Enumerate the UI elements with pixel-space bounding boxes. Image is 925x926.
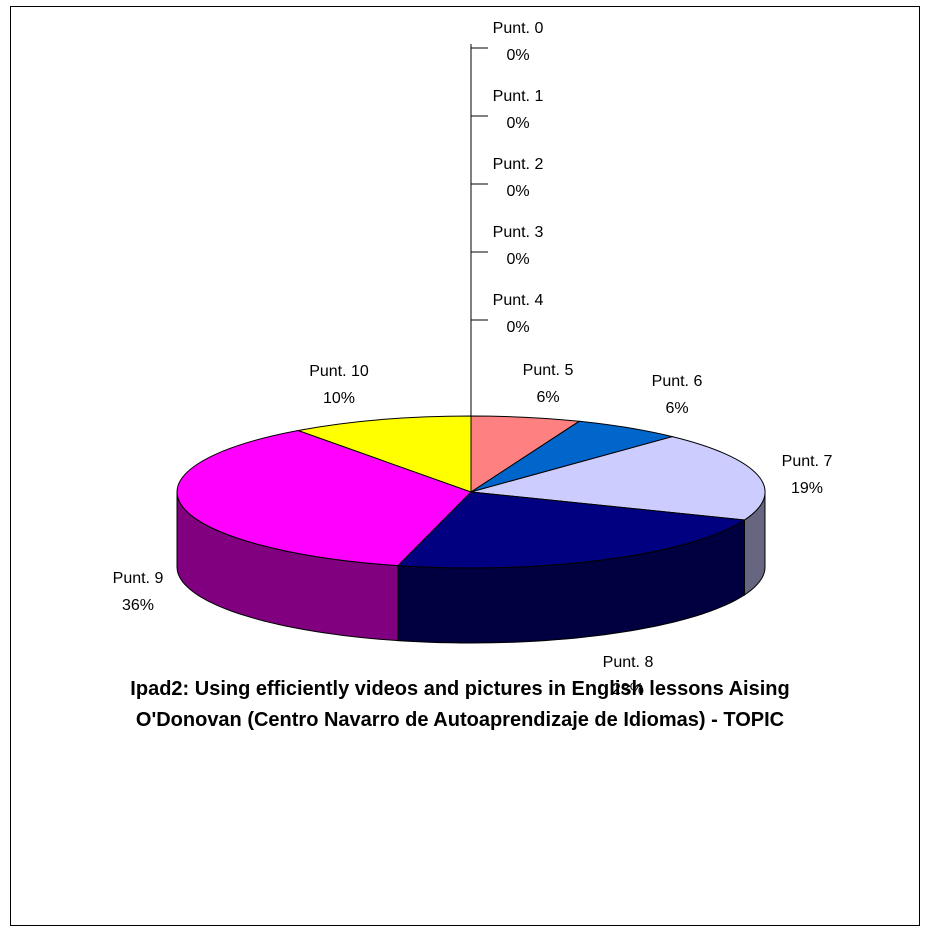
slice-label-punt-8: Punt. 8 <box>603 654 654 671</box>
slice-label-punt-6: Punt. 6 <box>652 373 703 390</box>
slice-percent-punt-0: 0% <box>506 47 529 64</box>
leader-lines <box>470 44 488 416</box>
chart-title: Ipad2: Using efficiently videos and pict… <box>130 678 790 731</box>
slice-label-punt-7: Punt. 7 <box>782 453 833 470</box>
slice-label-punt-4: Punt. 4 <box>493 292 544 309</box>
slice-percent-punt-9: 36% <box>122 597 154 614</box>
pie-slices <box>176 415 766 569</box>
pie-slice-punt-8 <box>396 491 746 569</box>
slice-percent-punt-7: 19% <box>791 480 823 497</box>
slice-percent-punt-2: 0% <box>506 183 529 200</box>
slice-label-punt-1: Punt. 1 <box>493 88 544 105</box>
slice-percent-punt-8: 23% <box>612 681 644 698</box>
slice-percent-punt-10: 10% <box>323 390 355 407</box>
slice-label-punt-9: Punt. 9 <box>113 570 164 587</box>
pie-slice-punt-9 <box>176 429 472 567</box>
slice-percent-punt-5: 6% <box>536 389 559 406</box>
slice-percent-punt-6: 6% <box>665 400 688 417</box>
slice-percent-punt-1: 0% <box>506 115 529 132</box>
slice-label-punt-3: Punt. 3 <box>493 224 544 241</box>
pie-slice-punt-10 <box>296 415 472 493</box>
slice-label-punt-2: Punt. 2 <box>493 156 544 173</box>
slice-label-punt-10: Punt. 10 <box>309 363 369 380</box>
slice-label-punt-0: Punt. 0 <box>493 20 544 37</box>
slice-percent-punt-3: 0% <box>506 251 529 268</box>
slice-labels: Punt. 0 0% Punt. 1 0% Punt. 2 0% Punt. 3 0% Punt… <box>113 20 833 698</box>
slice-percent-punt-4: 0% <box>506 319 529 336</box>
slice-label-punt-5: Punt. 5 <box>523 362 574 379</box>
